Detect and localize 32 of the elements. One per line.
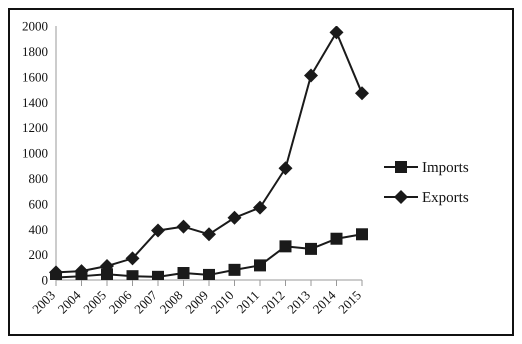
point xyxy=(254,259,266,272)
point xyxy=(355,86,369,100)
y-tick-label: 2000 xyxy=(22,18,48,34)
y-tick-label: 400 xyxy=(28,222,48,237)
point xyxy=(228,210,242,225)
x-tick-label: 2011 xyxy=(233,288,262,316)
y-tick-label: 1200 xyxy=(22,120,48,136)
y-tick-label: 1400 xyxy=(22,94,48,110)
y-tick-label: 1000 xyxy=(22,146,48,161)
point xyxy=(203,268,215,280)
y-tick-label: 0 xyxy=(42,272,48,288)
y-tick-label: 600 xyxy=(28,196,48,212)
point xyxy=(330,26,344,40)
point xyxy=(304,68,318,83)
y-tick-label: 200 xyxy=(28,247,48,262)
point xyxy=(278,161,292,176)
point xyxy=(305,242,317,255)
legend-label: Exports xyxy=(422,190,469,206)
point xyxy=(280,240,292,252)
point xyxy=(228,264,240,276)
point xyxy=(330,232,342,245)
point xyxy=(356,228,368,240)
legend-label: Imports xyxy=(422,160,469,176)
y-tick-label: 1800 xyxy=(22,44,48,60)
point xyxy=(253,200,267,215)
point xyxy=(178,267,190,280)
y-tick-label: 800 xyxy=(28,171,48,186)
point xyxy=(176,220,190,234)
y-tick-label: 1600 xyxy=(22,69,48,84)
point xyxy=(202,227,216,242)
point xyxy=(151,223,165,238)
point xyxy=(126,251,140,266)
